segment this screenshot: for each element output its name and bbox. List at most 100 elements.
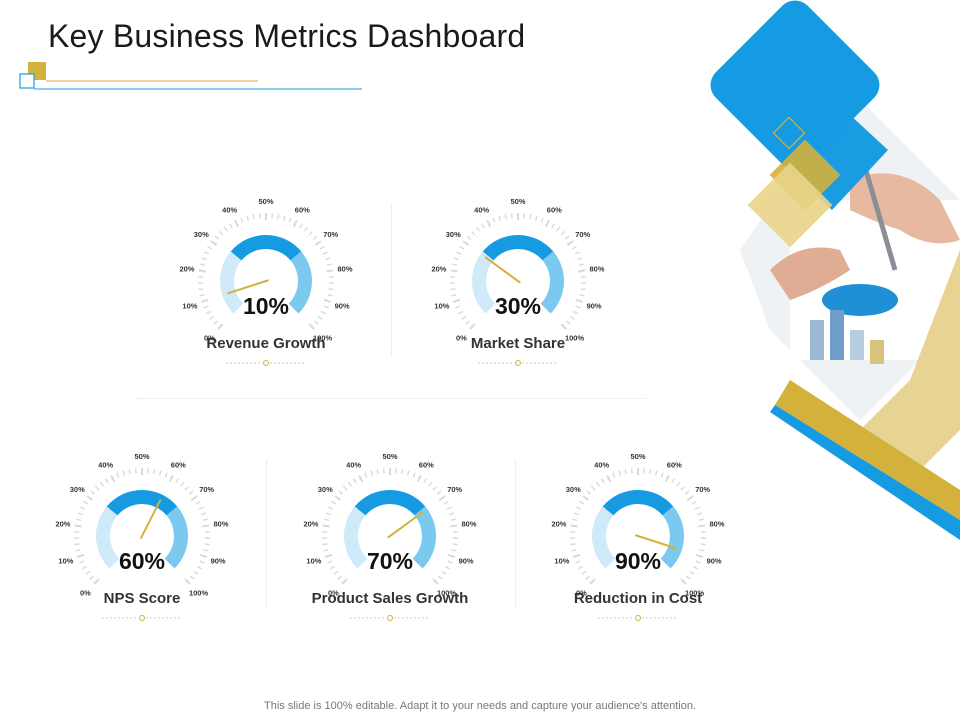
gauge-tick [206,310,212,315]
gauge-scale-label: 80% [710,519,725,528]
gauge-tick [571,549,577,552]
gauge-scale-label: 90% [459,557,474,566]
gauge-tick [204,543,210,546]
gauge-tick [446,506,452,510]
gauge-scale-label: 40% [474,206,489,215]
gauge-tick [323,298,331,303]
gauge-tick [606,474,612,483]
gauge-tick [327,560,333,564]
gauge-tick [573,553,581,558]
gauge-tick [213,320,218,325]
gauge-scale-label: 30% [318,485,333,494]
page-title: Key Business Metrics Dashboard [48,18,526,54]
gauge-tick [444,565,450,570]
gauge-tick [529,214,532,220]
gauge-tick [432,485,438,491]
gauge-tick [74,543,80,546]
gauge-tick [560,230,566,236]
gauge-tick [326,269,334,273]
gauge-tick [347,481,352,487]
gauge-tick [572,310,578,315]
gauge-tick [325,553,333,558]
gauge-tick [438,495,446,501]
gauge-tick [320,310,326,315]
gauge-tick [470,230,476,236]
gauge-tick [210,240,218,246]
gauge-tick [364,472,368,478]
gauge-tick [578,565,584,570]
gauge-scale-label: 20% [179,264,194,273]
gauge-tick [314,240,322,246]
gauge-scale-label: 20% [303,519,318,528]
divider-circle [139,615,145,621]
gauge-band-mid [230,235,302,261]
gauge-tick [680,485,686,491]
gauge-tick [184,578,191,585]
gauge-tick [600,478,605,484]
gauge-tick [689,570,695,575]
gauge-tick [334,495,342,501]
gauge-tick [93,578,100,585]
gauge-tick [201,257,207,261]
column-divider-top [391,205,393,355]
gauge-tick [299,223,304,229]
gauge-tick [328,288,334,291]
decorative-diamond-graphic [710,0,960,540]
gauge-needle [387,511,424,539]
gauge-tick [699,549,705,552]
gauge-tick [692,565,698,570]
gauge-scale-label: 60% [419,461,434,470]
gauge-tick [595,481,600,487]
gauge-tick [441,570,447,575]
gauge-scale-label: 10% [554,557,569,566]
gauge-tick [85,570,91,575]
gauge-tick [438,575,443,580]
gauge-tick [198,288,204,291]
gauge-scale-label: 0% [204,334,215,343]
gauge-tick [202,518,209,522]
gauge-tick [406,470,410,476]
gauge-divider-dots [350,615,430,621]
row-divider-top [136,398,646,400]
gauge-tick [195,500,201,505]
gauge-tick [190,495,198,501]
gauge-band-low [472,251,496,314]
gauge-tick [193,570,199,575]
gauge-tick [90,490,96,495]
gauge-scale-label: 60% [295,206,310,215]
gauge-tick [416,474,422,483]
gauge-tick [327,294,333,297]
gauge-scale-label: 100% [189,589,209,598]
gauge-band-mid [602,490,674,516]
gauge-value: 10% [242,293,290,319]
gauge-card: 0% 10% 20% 30% 40% 50% 60% 70% 80% 90% 100% 60% NPS … [42,441,242,631]
gauge-scale-label: 30% [566,485,581,494]
gauge-scale-label: 40% [594,461,609,470]
gauge-tick [202,524,210,528]
gauge-tick [695,560,701,564]
gauge-tick [240,217,244,223]
gauge-scale-label: 90% [587,302,602,311]
gauge-tick [458,310,464,315]
gauge-tick [218,230,224,236]
gauge-tick [288,217,292,223]
gauge-tick [204,251,210,255]
gauge-tick [469,323,476,330]
gauge-dial: 0% 10% 20% 30% 40% 50% 60% 70% 80% 90% 100% [551,452,725,598]
gauge-tick [654,470,658,476]
gauge-card: 0% 10% 20% 30% 40% 50% 60% 70% 80% 90% 100% 70% Prod… [290,441,490,631]
gauge-label: Reduction in Cost [573,590,703,607]
gauge-tick [116,472,120,478]
gauge-scale-label: 20% [551,519,566,528]
gauge-scale-label: 80% [214,519,229,528]
gauge-scale-label: 20% [55,519,70,528]
gauge-value: 30% [494,293,542,319]
gauge-divider-dots [102,615,182,621]
gauge-tick [618,470,622,476]
gauge-label: Product Sales Growth [311,590,469,607]
gauge-tick [576,506,582,510]
gauge-scale-label: 70% [199,485,214,494]
gauge-tick [203,549,209,552]
gauge-value: 60% [118,548,166,574]
gauge-tick [544,219,550,228]
